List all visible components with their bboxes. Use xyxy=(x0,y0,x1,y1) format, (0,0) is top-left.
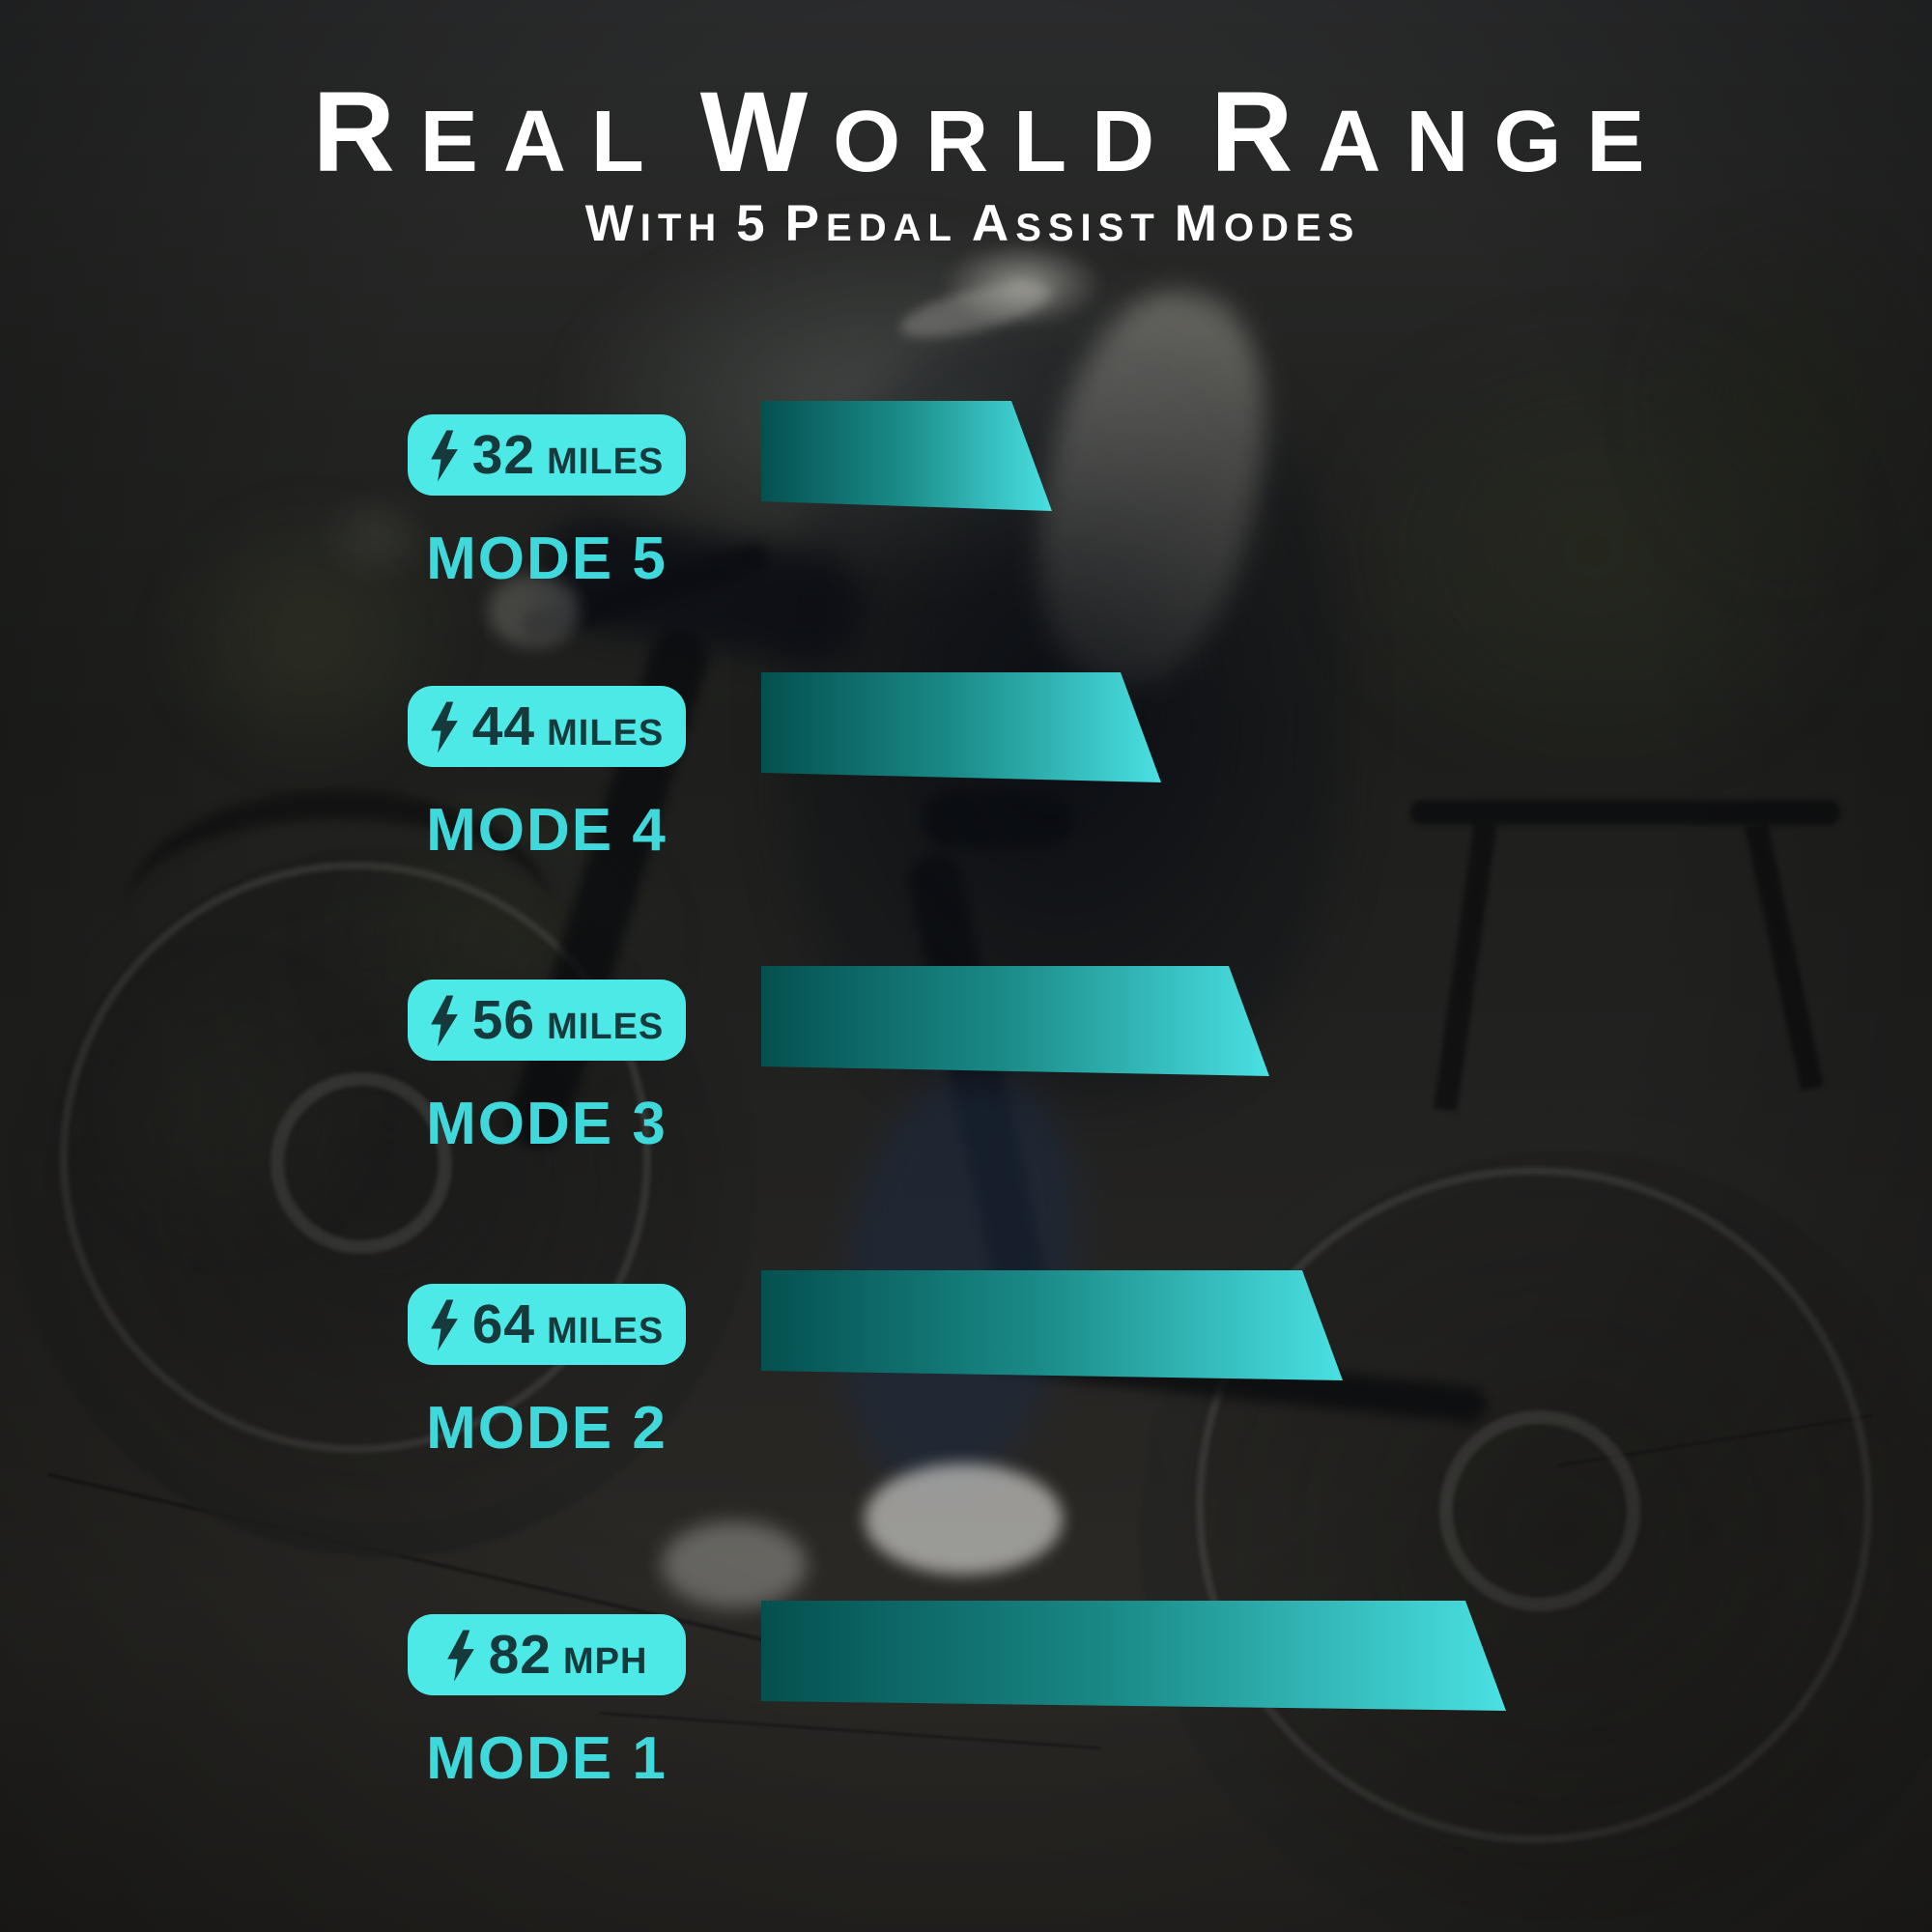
range-value: 44 xyxy=(471,696,536,757)
chart-row-mode-5: 32 MILES MODE 5 xyxy=(0,401,1932,594)
lightning-bolt-icon xyxy=(430,700,458,753)
rider-helmet xyxy=(920,230,1124,338)
mode-label: MODE 1 xyxy=(426,1725,668,1792)
mode-label: MODE 3 xyxy=(426,1091,668,1157)
chart-row-mode-1: 82 MPH MODE 1 xyxy=(0,1601,1932,1794)
title-word: REAL xyxy=(312,69,669,196)
subtitle-word: ASSIST xyxy=(971,195,1161,252)
title-word: WORLD xyxy=(699,69,1180,196)
subtitle-word: MODES xyxy=(1174,195,1361,252)
range-badge: 56 MILES xyxy=(408,980,686,1061)
subtitle-word: PEDAL xyxy=(784,195,958,252)
range-badge: 32 MILES xyxy=(408,414,686,496)
range-value: 82 xyxy=(488,1624,552,1686)
range-value: 32 xyxy=(471,424,536,486)
lightning-bolt-icon xyxy=(430,429,458,482)
page-subtitle: WITH 5 PEDAL ASSIST MODES xyxy=(0,191,1932,258)
rider-glove xyxy=(488,575,580,647)
tree-silhouette-right xyxy=(1584,155,1932,657)
rider-shoe xyxy=(662,1521,807,1608)
range-bar xyxy=(761,401,1052,513)
range-unit: MILES xyxy=(547,441,665,482)
range-value: 64 xyxy=(471,1293,536,1355)
range-bar xyxy=(761,1601,1506,1713)
mode-label: MODE 2 xyxy=(426,1395,668,1462)
range-badge: 44 MILES xyxy=(408,686,686,767)
lightning-bolt-icon xyxy=(446,1629,474,1682)
range-unit: MILES xyxy=(547,1007,665,1047)
subtitle-word: 5 xyxy=(736,195,772,252)
range-badge: 64 MILES xyxy=(408,1284,686,1365)
mode-label: MODE 4 xyxy=(426,797,668,864)
rider-shoe xyxy=(865,1463,1063,1575)
range-bar xyxy=(761,966,1269,1078)
lightning-bolt-icon xyxy=(430,994,458,1047)
subtitle-word: WITH xyxy=(584,195,724,252)
range-unit: MILES xyxy=(547,1311,665,1351)
chart-row-mode-4: 44 MILES MODE 4 xyxy=(0,672,1932,866)
chart-row-mode-2: 64 MILES MODE 2 xyxy=(0,1270,1932,1463)
range-unit: MPH xyxy=(562,1641,648,1682)
mode-label: MODE 5 xyxy=(426,526,668,592)
lightning-bolt-icon xyxy=(430,1298,458,1351)
range-unit: MILES xyxy=(547,713,665,753)
bike-front-rim xyxy=(1196,1167,1872,1843)
chart-row-mode-3: 56 MILES MODE 3 xyxy=(0,966,1932,1159)
page-title: REAL WORLD RANGE xyxy=(0,62,1932,205)
bike-rear-rack xyxy=(1410,800,1840,825)
range-value: 56 xyxy=(471,989,536,1051)
range-bar xyxy=(761,1270,1343,1382)
range-badge: 82 MPH xyxy=(408,1614,686,1695)
title-word: RANGE xyxy=(1210,69,1670,196)
range-bar xyxy=(761,672,1161,784)
